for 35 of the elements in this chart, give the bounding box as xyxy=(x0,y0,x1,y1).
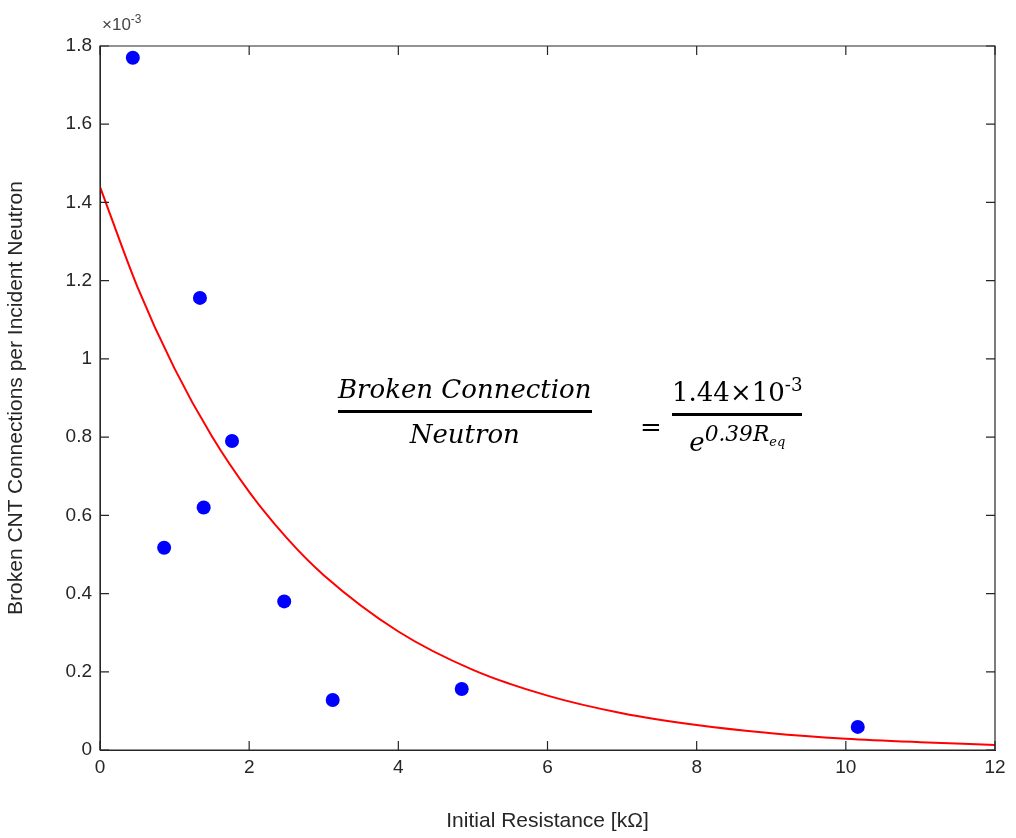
point xyxy=(192,290,207,305)
annotation: e$^{0.39R}$ xyxy=(689,421,770,458)
point xyxy=(196,500,211,515)
line-series xyxy=(100,185,995,746)
point xyxy=(157,540,172,555)
point xyxy=(325,692,340,707)
x-tick-label: 2 xyxy=(243,755,255,777)
y-tick-label: 1.4 xyxy=(65,190,93,212)
x-tick-label: 8 xyxy=(691,755,702,777)
y-tick-label: 0.6 xyxy=(65,503,92,525)
y-axis-title: Broken CNT Connections per Incident Neutron xyxy=(3,181,27,615)
text: ×10$^{-3}$ xyxy=(102,12,142,35)
annotation: = xyxy=(640,412,662,442)
y-tick-label: 0.8 xyxy=(65,425,92,447)
x-axis-title: Initial Resistance [kΩ] xyxy=(446,808,649,832)
y-tick-label: 1.2 xyxy=(65,268,92,290)
point xyxy=(277,594,292,609)
x-tick-label: 4 xyxy=(393,755,405,777)
annotation: Broken Connection xyxy=(338,374,592,404)
y-tick-label: 0.2 xyxy=(65,660,92,682)
x-tick-label: 6 xyxy=(542,755,553,777)
point xyxy=(125,50,140,65)
y-tick-label: 1.8 xyxy=(65,34,92,56)
point xyxy=(850,719,865,734)
point xyxy=(225,434,240,449)
y-tick-label: 1 xyxy=(81,347,92,369)
y-tick-label: 1.6 xyxy=(65,112,92,134)
x-tick-label: 10 xyxy=(835,755,857,777)
point xyxy=(454,681,469,696)
annotation: 1.44×10$^{-3}$ xyxy=(672,374,803,407)
annotation: Neutron xyxy=(409,419,520,449)
y-tick-label: 0.4 xyxy=(65,581,93,603)
y-tick-label: 0 xyxy=(81,738,92,760)
x-tick-label: 12 xyxy=(984,755,1006,777)
annotation: eq xyxy=(769,433,786,449)
